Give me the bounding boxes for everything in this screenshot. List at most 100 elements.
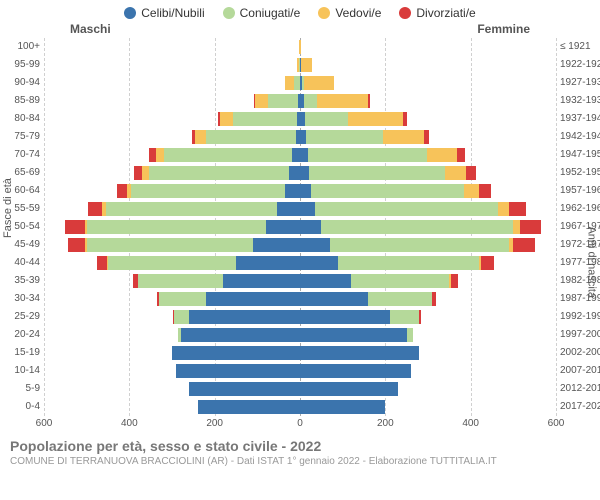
age-row: 95-991922-1926 bbox=[44, 56, 556, 74]
bar-segment bbox=[432, 292, 435, 306]
chart-title: Popolazione per età, sesso e stato civil… bbox=[10, 438, 590, 454]
bar-segment bbox=[300, 310, 390, 324]
age-label: 65-69 bbox=[4, 164, 40, 182]
bar-segment bbox=[304, 94, 317, 108]
bar-segment bbox=[181, 328, 300, 342]
birth-label: 1967-1971 bbox=[560, 218, 600, 236]
female-half bbox=[300, 218, 556, 236]
x-tick-label: 400 bbox=[121, 418, 138, 429]
bar-segment bbox=[513, 238, 534, 252]
bar-segment bbox=[253, 238, 300, 252]
birth-label: 2017-2021 bbox=[560, 398, 600, 416]
age-row: 45-491972-1976 bbox=[44, 236, 556, 254]
bar-segment bbox=[390, 310, 420, 324]
male-half bbox=[44, 164, 300, 182]
female-half bbox=[300, 92, 556, 110]
bar-segment bbox=[236, 256, 300, 270]
bar-segment bbox=[108, 256, 236, 270]
age-label: 25-29 bbox=[4, 308, 40, 326]
bar-segment bbox=[289, 166, 300, 180]
birth-label: 1927-1931 bbox=[560, 74, 600, 92]
bar-segment bbox=[300, 238, 330, 252]
bar-segment bbox=[348, 112, 403, 126]
male-half bbox=[44, 272, 300, 290]
bar-segment bbox=[174, 310, 189, 324]
legend-label: Vedovi/e bbox=[335, 6, 381, 20]
bar-segment bbox=[206, 130, 296, 144]
bar-segment bbox=[368, 94, 369, 108]
birth-label: 1957-1961 bbox=[560, 182, 600, 200]
bar-segment bbox=[481, 256, 494, 270]
male-half bbox=[44, 308, 300, 326]
female-half bbox=[300, 362, 556, 380]
female-half bbox=[300, 236, 556, 254]
bar-segment bbox=[300, 184, 311, 198]
female-half bbox=[300, 164, 556, 182]
bar-segment bbox=[330, 238, 509, 252]
bar-segment bbox=[255, 94, 268, 108]
bar-segment bbox=[311, 184, 465, 198]
legend-dot-icon bbox=[318, 7, 330, 19]
bar-segment bbox=[479, 184, 491, 198]
birth-label: 1977-1981 bbox=[560, 254, 600, 272]
bar-segment bbox=[306, 130, 383, 144]
age-label: 50-54 bbox=[4, 218, 40, 236]
female-half bbox=[300, 74, 556, 92]
bar-segment bbox=[317, 94, 368, 108]
legend-item: Coniugati/e bbox=[223, 6, 301, 20]
legend-item: Vedovi/e bbox=[318, 6, 381, 20]
birth-label: 1962-1966 bbox=[560, 200, 600, 218]
bar-segment bbox=[300, 40, 301, 54]
birth-label: ≤ 1921 bbox=[560, 38, 600, 56]
male-half bbox=[44, 74, 300, 92]
bar-segment bbox=[451, 274, 459, 288]
birth-label: 1942-1946 bbox=[560, 128, 600, 146]
bar-segment bbox=[427, 148, 457, 162]
bar-segment bbox=[176, 364, 300, 378]
bar-segment bbox=[117, 184, 128, 198]
bar-segment bbox=[315, 202, 498, 216]
x-tick-label: 600 bbox=[548, 418, 565, 429]
female-half bbox=[300, 398, 556, 416]
legend-dot-icon bbox=[399, 7, 411, 19]
male-half bbox=[44, 344, 300, 362]
birth-label: 1932-1936 bbox=[560, 92, 600, 110]
age-row: 70-741947-1951 bbox=[44, 146, 556, 164]
male-half bbox=[44, 218, 300, 236]
age-label: 35-39 bbox=[4, 272, 40, 290]
age-row: 20-241997-2001 bbox=[44, 326, 556, 344]
female-half bbox=[300, 128, 556, 146]
bar-segment bbox=[138, 274, 223, 288]
birth-label: 2012-2016 bbox=[560, 380, 600, 398]
age-row: 30-341987-1991 bbox=[44, 290, 556, 308]
bar-segment bbox=[300, 382, 398, 396]
age-label: 30-34 bbox=[4, 290, 40, 308]
bar-segment bbox=[300, 400, 385, 414]
male-half bbox=[44, 380, 300, 398]
legend-label: Celibi/Nubili bbox=[141, 6, 204, 20]
bar-segment bbox=[106, 202, 277, 216]
age-row: 50-541967-1971 bbox=[44, 218, 556, 236]
legend: Celibi/NubiliConiugati/eVedovi/eDivorzia… bbox=[0, 0, 600, 22]
age-label: 70-74 bbox=[4, 146, 40, 164]
male-label: Maschi bbox=[70, 22, 111, 36]
bar-segment bbox=[300, 148, 308, 162]
age-label: 45-49 bbox=[4, 236, 40, 254]
bar-segment bbox=[65, 220, 84, 234]
rows-container: 100+≤ 192195-991922-192690-941927-193185… bbox=[44, 38, 556, 416]
bar-segment bbox=[300, 328, 407, 342]
male-half bbox=[44, 146, 300, 164]
age-row: 75-791942-1946 bbox=[44, 128, 556, 146]
birth-label: 1922-1926 bbox=[560, 56, 600, 74]
x-tick-label: 200 bbox=[377, 418, 394, 429]
age-label: 60-64 bbox=[4, 182, 40, 200]
bar-segment bbox=[68, 238, 85, 252]
age-label: 10-14 bbox=[4, 362, 40, 380]
footer: Popolazione per età, sesso e stato civil… bbox=[0, 432, 600, 467]
female-half bbox=[300, 38, 556, 56]
age-label: 85-89 bbox=[4, 92, 40, 110]
age-row: 10-142007-2011 bbox=[44, 362, 556, 380]
bar-segment bbox=[266, 220, 300, 234]
bar-segment bbox=[268, 94, 298, 108]
age-row: 60-641957-1961 bbox=[44, 182, 556, 200]
